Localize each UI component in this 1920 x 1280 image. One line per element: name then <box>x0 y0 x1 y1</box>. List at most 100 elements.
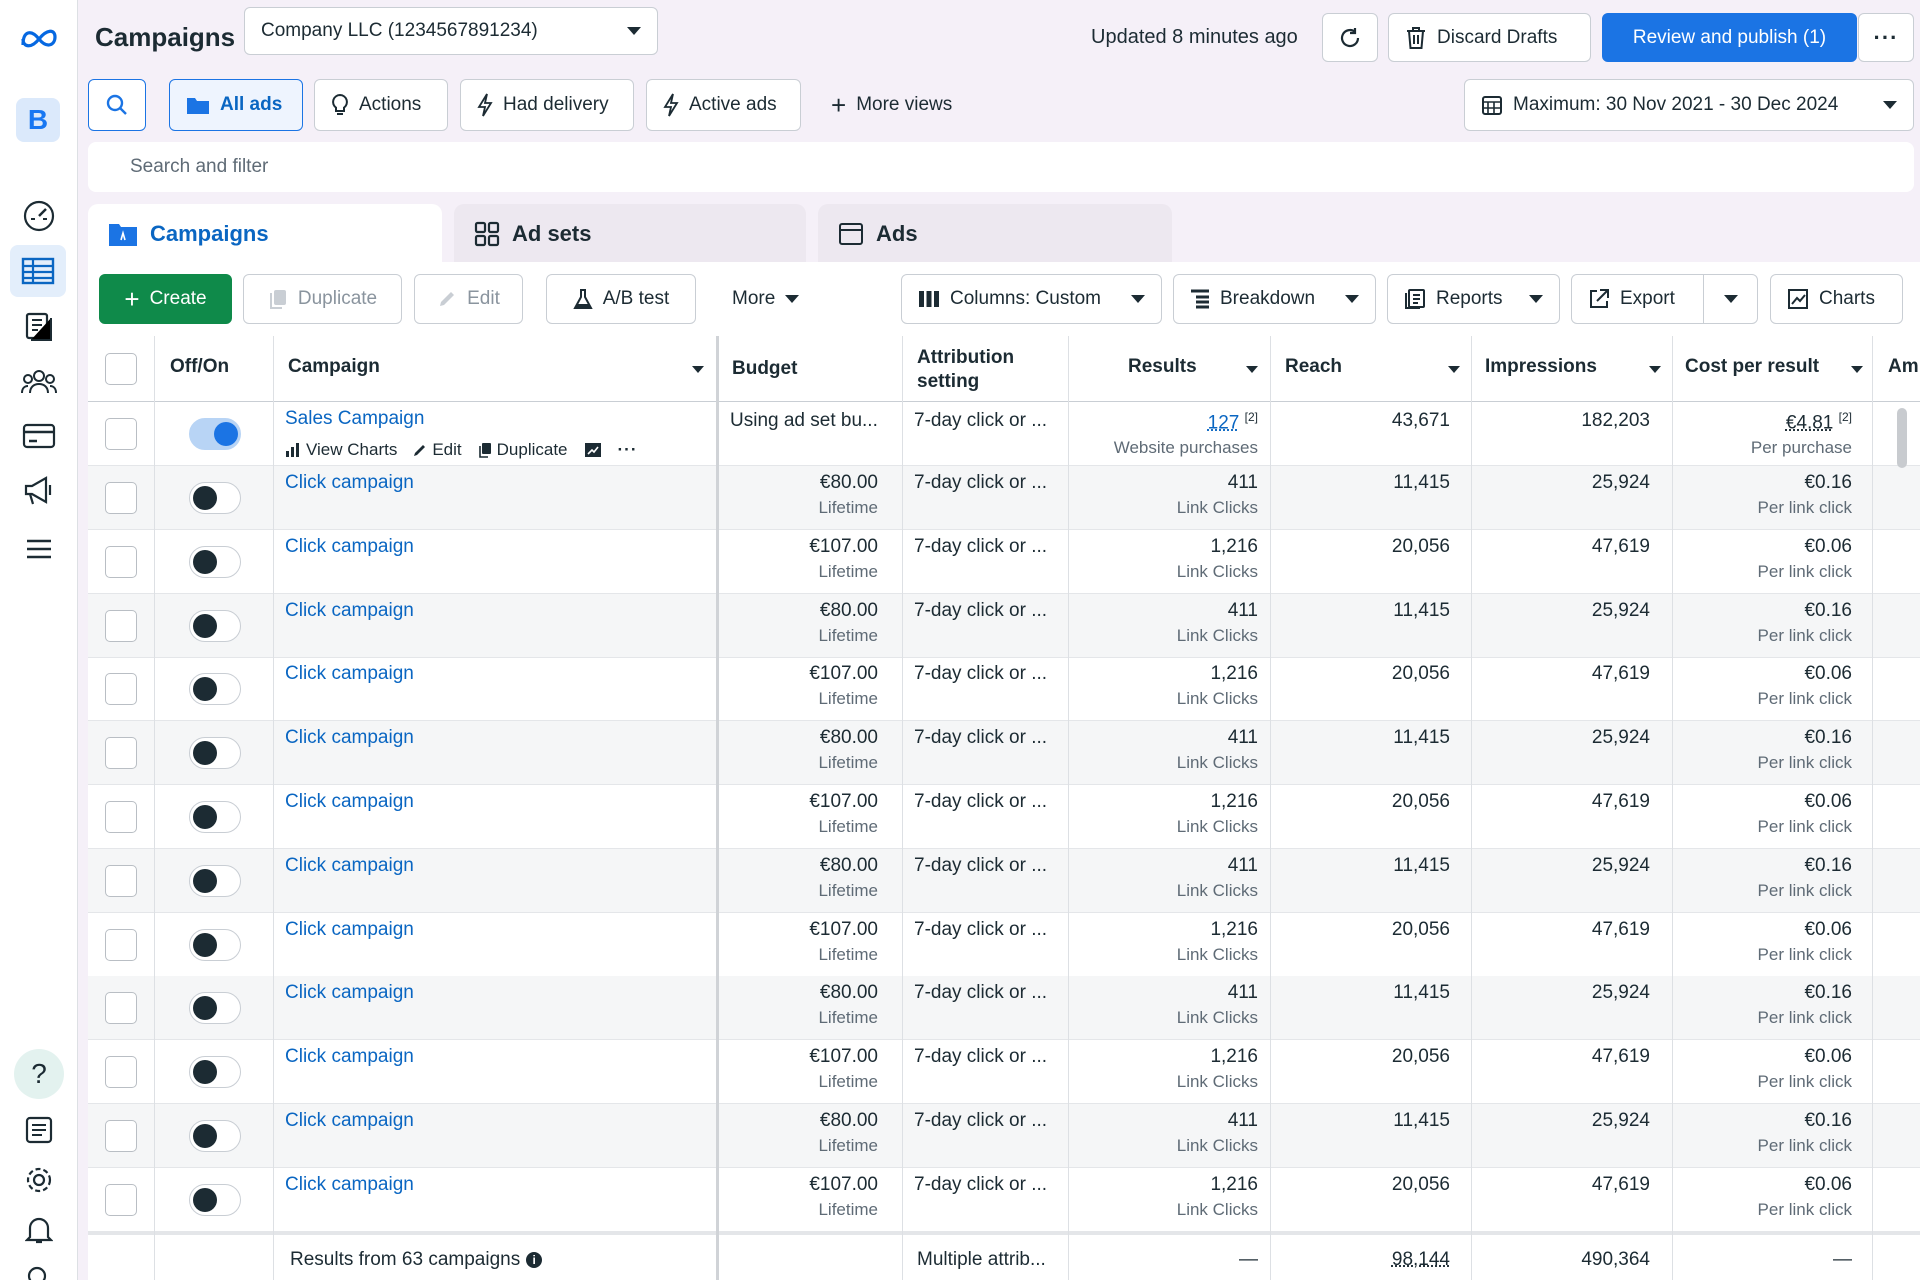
all-tools-menu-icon[interactable] <box>0 523 78 575</box>
edit-button[interactable]: Edit <box>414 274 523 324</box>
reports-button[interactable]: Reports <box>1387 274 1560 324</box>
ab-test-button[interactable]: A/B test <box>546 274 696 324</box>
search-toggle-button[interactable] <box>88 79 146 131</box>
create-button[interactable]: + Create <box>99 274 232 324</box>
results-value[interactable]: 127 <box>1208 412 1240 433</box>
table-row[interactable]: Click campaign €107.00 Lifetime 7-day click… <box>88 913 1920 977</box>
row-checkbox[interactable] <box>105 1120 137 1152</box>
review-publish-button[interactable]: Review and publish (1) <box>1602 13 1857 62</box>
col-reach[interactable]: Reach <box>1285 356 1342 378</box>
help-icon[interactable]: ? <box>14 1049 64 1099</box>
row-checkbox[interactable] <box>105 1184 137 1216</box>
campaign-name-link[interactable]: Click campaign <box>285 982 414 1004</box>
campaign-name-link[interactable]: Click campaign <box>285 536 414 558</box>
columns-button[interactable]: Columns: Custom <box>901 274 1162 324</box>
tab-ads[interactable]: Ads <box>818 204 1172 264</box>
campaign-name-link[interactable]: Click campaign <box>285 1110 414 1132</box>
trend-chart-icon[interactable] <box>584 442 602 458</box>
select-all-checkbox[interactable] <box>105 353 137 385</box>
duplicate-button[interactable]: Duplicate <box>243 274 402 324</box>
row-checkbox[interactable] <box>105 865 137 897</box>
row-checkbox[interactable] <box>105 673 137 705</box>
row-checkbox[interactable] <box>105 418 137 450</box>
view-had-delivery-button[interactable]: Had delivery <box>460 79 634 131</box>
dashboard-gauge-icon[interactable] <box>0 190 78 242</box>
date-range-picker[interactable]: Maximum: 30 Nov 2021 - 30 Dec 2024 <box>1464 79 1914 131</box>
more-actions-button[interactable]: More <box>715 274 815 324</box>
col-attribution[interactable]: Attribution setting <box>917 346 1014 394</box>
more-views-button[interactable]: + More views <box>814 79 974 131</box>
campaign-toggle[interactable] <box>189 673 241 705</box>
campaign-name-link[interactable]: Click campaign <box>285 919 414 941</box>
caret-down-icon[interactable] <box>1851 366 1863 373</box>
table-row[interactable]: Click campaign €80.00 Lifetime 7-day click … <box>88 594 1920 658</box>
campaign-name-link[interactable]: Click campaign <box>285 472 414 494</box>
campaign-toggle[interactable] <box>189 737 241 769</box>
campaign-toggle[interactable] <box>189 1184 241 1216</box>
campaigns-table-icon[interactable] <box>10 245 66 297</box>
campaign-name-link[interactable]: Click campaign <box>285 1174 414 1196</box>
ads-reporting-icon[interactable] <box>0 1104 78 1156</box>
table-row[interactable]: Click campaign €80.00 Lifetime 7-day click … <box>88 976 1920 1040</box>
view-all-ads-button[interactable]: All ads <box>169 79 303 131</box>
campaign-toggle[interactable] <box>189 1120 241 1152</box>
tab-campaigns[interactable]: Campaigns <box>88 204 442 264</box>
table-row[interactable]: Click campaign €80.00 Lifetime 7-day click … <box>88 1104 1920 1168</box>
campaign-name-link[interactable]: Click campaign <box>285 727 414 749</box>
billing-card-icon[interactable] <box>0 410 78 462</box>
settings-gear-icon[interactable] <box>0 1154 78 1206</box>
caret-down-icon[interactable] <box>1649 366 1661 373</box>
row-more-icon[interactable]: ··· <box>618 440 638 460</box>
campaign-toggle[interactable] <box>189 1056 241 1088</box>
campaign-name-link[interactable]: Click campaign <box>285 791 414 813</box>
row-checkbox[interactable] <box>105 1056 137 1088</box>
table-row[interactable]: Click campaign €107.00 Lifetime 7-day click… <box>88 1040 1920 1104</box>
ads-megaphone-icon[interactable] <box>0 465 78 517</box>
info-icon[interactable]: i <box>526 1252 542 1268</box>
campaign-toggle[interactable] <box>189 992 241 1024</box>
table-scrollbar[interactable] <box>1897 408 1907 468</box>
table-row[interactable]: Click campaign €107.00 Lifetime 7-day click… <box>88 530 1920 594</box>
table-row[interactable]: Click campaign €107.00 Lifetime 7-day click… <box>88 785 1920 849</box>
row-checkbox[interactable] <box>105 610 137 642</box>
campaign-name-link[interactable]: Click campaign <box>285 855 414 877</box>
campaign-toggle[interactable] <box>189 801 241 833</box>
row-edit-link[interactable]: Edit <box>413 440 461 460</box>
table-row[interactable]: Click campaign €107.00 Lifetime 7-day click… <box>88 1168 1920 1232</box>
col-cost-per-result[interactable]: Cost per result <box>1685 356 1819 378</box>
table-row[interactable]: Click campaign €107.00 Lifetime 7-day click… <box>88 657 1920 721</box>
more-options-button[interactable]: ··· <box>1858 13 1914 62</box>
campaign-toggle[interactable] <box>189 610 241 642</box>
row-checkbox[interactable] <box>105 482 137 514</box>
row-checkbox[interactable] <box>105 737 137 769</box>
view-active-ads-button[interactable]: Active ads <box>646 79 801 131</box>
export-button[interactable]: Export <box>1571 274 1704 324</box>
refresh-button[interactable] <box>1322 13 1378 62</box>
search-filter-input[interactable]: Search and filter <box>88 142 1914 192</box>
view-actions-button[interactable]: Actions <box>314 79 448 131</box>
discard-drafts-button[interactable]: Discard Drafts <box>1388 13 1591 62</box>
notifications-bell-icon[interactable] <box>0 1204 78 1256</box>
account-selector[interactable]: Company LLC (1234567891234) <box>244 7 658 55</box>
col-impressions[interactable]: Impressions <box>1485 356 1597 378</box>
caret-down-icon[interactable] <box>1246 366 1258 373</box>
row-duplicate-link[interactable]: Duplicate <box>478 440 568 460</box>
caret-down-icon[interactable] <box>1448 366 1460 373</box>
campaign-name-link[interactable]: Sales Campaign <box>285 408 424 430</box>
row-checkbox[interactable] <box>105 801 137 833</box>
row-checkbox[interactable] <box>105 992 137 1024</box>
col-results[interactable]: Results <box>1128 356 1197 378</box>
summary-reach[interactable]: 98,144 <box>1278 1249 1450 1271</box>
search-rail-icon[interactable] <box>0 1252 78 1280</box>
campaign-toggle[interactable] <box>189 482 241 514</box>
campaign-toggle[interactable] <box>189 546 241 578</box>
row-checkbox[interactable] <box>105 929 137 961</box>
campaign-name-link[interactable]: Click campaign <box>285 663 414 685</box>
campaign-name-link[interactable]: Click campaign <box>285 1046 414 1068</box>
col-amount-spent[interactable]: Am <box>1888 356 1920 378</box>
table-row[interactable]: Sales Campaign View Charts Edit Duplicat… <box>88 402 1920 466</box>
table-row[interactable]: Click campaign €80.00 Lifetime 7-day click … <box>88 721 1920 785</box>
campaign-toggle[interactable] <box>189 865 241 897</box>
campaign-toggle[interactable] <box>189 418 241 450</box>
audiences-people-icon[interactable] <box>0 355 78 407</box>
